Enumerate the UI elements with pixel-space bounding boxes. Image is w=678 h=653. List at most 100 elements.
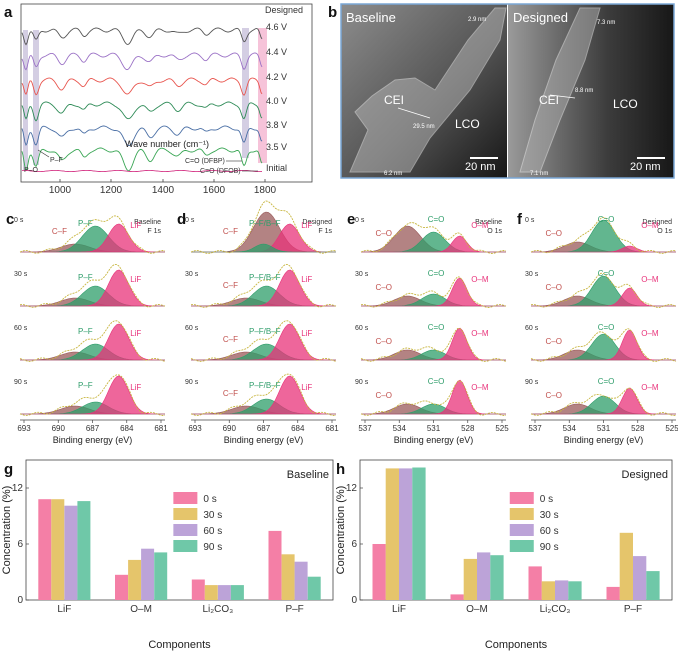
bar-g-1-0 <box>115 574 128 600</box>
xps-fit-peak <box>20 225 165 253</box>
tem-thickness: 6.2 nm <box>384 171 402 177</box>
panel-b: b Baseline Designed CEI LCO CEI LCO 2.9 … <box>328 3 675 179</box>
ftir-x-axis: 1000 1200 1400 1600 1800 <box>49 179 277 196</box>
xps-peak-label: O–M <box>471 221 489 230</box>
xps-tick-label: 528 <box>631 424 645 433</box>
bar-h-0-1 <box>385 468 399 600</box>
bar-g-0-0 <box>38 499 52 600</box>
xps-tick-label: 684 <box>120 424 134 433</box>
xps-time-label: 90 s <box>525 379 539 386</box>
bar-g-3-0 <box>268 530 282 600</box>
xps-time-label: 0 s <box>355 217 365 224</box>
bar-g-3-1 <box>281 554 295 600</box>
xps-envelope <box>190 373 337 416</box>
xps-tick-label: 534 <box>563 424 577 433</box>
xps-peak-label: O–M <box>641 383 659 392</box>
tem-thickness: 2.9 nm <box>468 17 486 23</box>
annotation-pf-arrow <box>37 149 50 158</box>
tem-baseline-cei-outline <box>349 7 507 173</box>
tem-cei-label: CEI <box>539 93 559 107</box>
voltage-label: 3.8 V <box>266 120 287 130</box>
bar-chart-title: Baseline <box>287 469 329 481</box>
xps-time-label: 60 s <box>525 325 539 332</box>
legend-label: 30 s <box>203 510 222 521</box>
bar-category-label: LiF <box>392 604 406 615</box>
tem-measure-line <box>549 94 576 99</box>
ftir-band-dfob <box>258 28 267 163</box>
bar-h-1-3 <box>490 555 504 600</box>
xps-fit-peak <box>20 285 165 307</box>
voltage-label: 4.4 V <box>266 47 287 57</box>
bar-category-label: P–F <box>285 604 303 615</box>
xps-envelope <box>530 387 677 416</box>
xps-peak-label: C–F <box>52 227 67 236</box>
xps-peak-label: O–M <box>641 329 659 338</box>
xps-sample-label: Designed <box>642 219 672 226</box>
xps-time-label: 0 s <box>525 217 535 224</box>
xps-peak-label: C=O <box>428 377 445 386</box>
ftir-title: Designed <box>265 5 303 15</box>
bar-y-tick-label: 0 <box>351 595 357 606</box>
legend-swatch <box>509 492 534 504</box>
xps-envelope <box>530 272 677 308</box>
xps-fit-peak <box>361 327 506 361</box>
xps-panel-d: d 693 690 687 684 681 Binding energy (eV) Desig… <box>177 200 339 445</box>
ftir-band-po <box>23 30 28 170</box>
legend-label: 90 s <box>203 542 222 553</box>
xps-core-label: F 1s <box>318 228 332 235</box>
xps-peak-label: C–O <box>546 391 562 400</box>
xps-fit-peak <box>191 243 336 253</box>
bar-h-3-1 <box>619 532 633 600</box>
voltage-label: 4.6 V <box>266 22 287 32</box>
ftir-band-pf <box>33 30 39 165</box>
tem-thickness: 7.1 nm <box>530 171 548 177</box>
xps-tick-label: 537 <box>528 424 542 433</box>
xps-peak-label: P–F <box>78 327 93 336</box>
tem-thickness: 7.3 nm <box>597 20 615 26</box>
xps-tick-label: 687 <box>86 424 100 433</box>
ftir-x-tick: 1400 <box>152 185 175 196</box>
voltage-label: Initial <box>266 163 287 173</box>
xps-tick-label: 534 <box>393 424 407 433</box>
xps-peak-label: P–F/B–F <box>249 273 281 282</box>
annotation-co-dfbp: C=O (DFBP) <box>185 158 225 165</box>
bar-g-2-2 <box>217 585 231 600</box>
panel-label-h: h <box>336 461 345 478</box>
xps-x-label: Binding energy (eV) <box>394 435 474 445</box>
xps-peak-label: C=O <box>598 269 615 278</box>
bar-y-tick-label: 0 <box>17 595 23 606</box>
voltage-label: 4.2 V <box>266 72 287 82</box>
xps-peak-label: P–F <box>78 381 93 390</box>
bar-h-0-2 <box>399 468 413 600</box>
ftir-spectrum-line <box>21 125 263 147</box>
bar-category-label: P–F <box>624 604 642 615</box>
xps-peak-label: C–O <box>376 337 392 346</box>
xps-peak-label: C–O <box>546 229 562 238</box>
xps-fit-peak <box>20 323 165 361</box>
panel-label-g: g <box>4 461 13 478</box>
xps-x-label: Binding energy (eV) <box>564 435 644 445</box>
xps-x-label: Binding energy (eV) <box>53 435 133 445</box>
bar-h-0-0 <box>372 544 386 600</box>
xps-peak-label: C–O <box>376 391 392 400</box>
xps-sample-label: Baseline <box>134 219 161 226</box>
ftir-spectrum-line <box>21 77 263 96</box>
xps-envelope <box>190 320 337 362</box>
xps-fit-peak <box>191 323 336 361</box>
ftir-frame <box>20 3 313 183</box>
panel-a: a Designed 4.6 V 4.4 V 4.2 V 4.0 V 3.8 V… <box>4 3 313 196</box>
panel-label-a: a <box>4 4 13 21</box>
xps-envelope <box>360 222 507 254</box>
tem-baseline-title: Baseline <box>346 10 396 25</box>
xps-core-label: F 1s <box>147 228 161 235</box>
xps-peak-label: P–F <box>78 273 93 282</box>
legend-label: 0 s <box>203 494 216 505</box>
tem-thickness: 8.8 nm <box>575 88 593 94</box>
xps-envelope <box>19 215 166 254</box>
xps-time-label: 60 s <box>355 325 369 332</box>
bar-category-label: LiF <box>57 604 71 615</box>
tem-designed-title: Designed <box>513 10 568 25</box>
xps-time-label: 30 s <box>185 271 199 278</box>
bar-y-label: Concentration (%) <box>335 486 347 575</box>
